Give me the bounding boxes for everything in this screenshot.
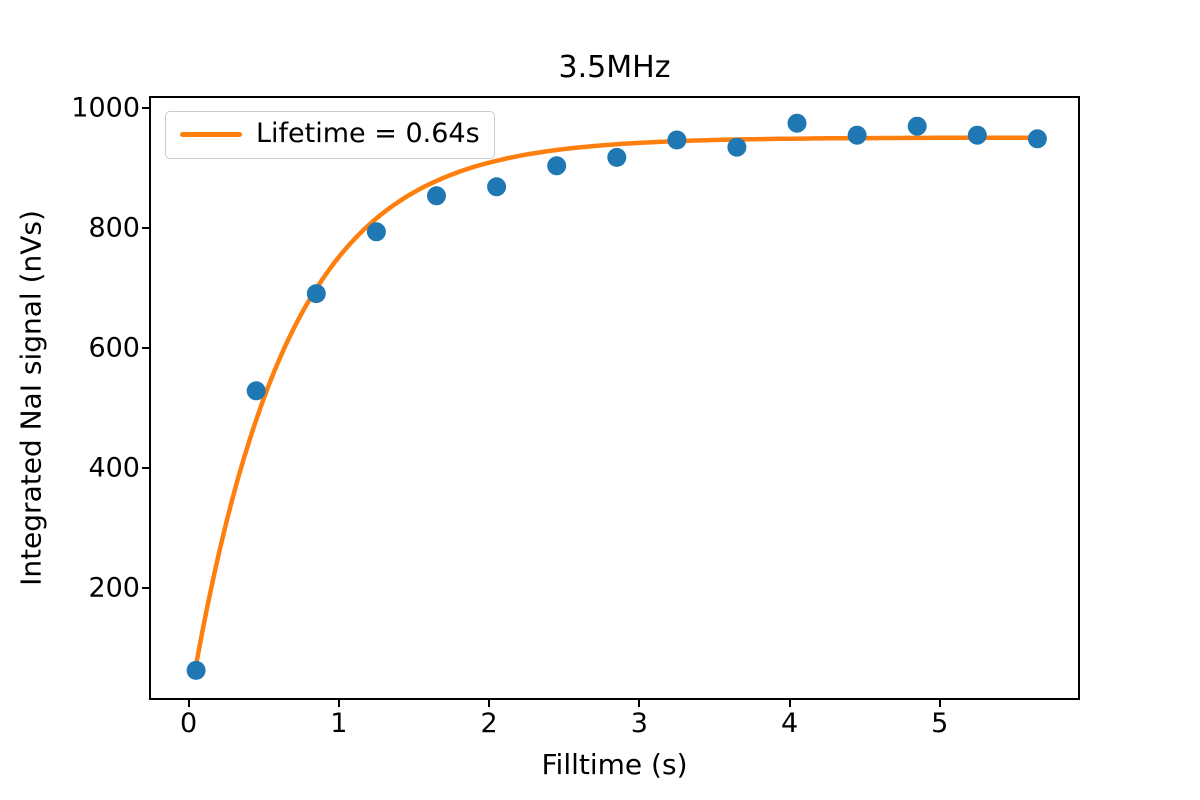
data-point <box>366 222 386 242</box>
x-tick-label: 0 <box>179 708 198 739</box>
data-point <box>547 156 567 176</box>
legend: Lifetime = 0.64s <box>165 111 495 160</box>
data-point <box>607 147 627 167</box>
data-point <box>727 137 747 157</box>
plot-canvas <box>186 113 1047 680</box>
data-point <box>1027 129 1047 149</box>
data-point <box>246 381 266 401</box>
legend-fit-line-sample <box>180 131 242 137</box>
y-tick-label: 400 <box>88 452 140 484</box>
x-tick-mark <box>938 698 941 707</box>
data-point <box>186 660 206 680</box>
x-tick-mark <box>187 698 190 707</box>
x-tick-label: 4 <box>780 708 799 739</box>
data-point <box>787 113 807 133</box>
data-point <box>847 125 867 145</box>
x-tick-label: 2 <box>480 708 498 739</box>
data-point <box>427 186 446 206</box>
data-point <box>487 177 507 197</box>
x-tick-label: 3 <box>630 708 648 739</box>
y-tick-label: 800 <box>88 212 140 244</box>
data-point <box>907 116 927 136</box>
y-tick-mark <box>142 586 151 589</box>
y-tick-mark <box>142 346 151 349</box>
plot-area: Lifetime = 0.64s 0 1 2 3 4 5 200 400 600 800 1000 <box>71 94 1080 737</box>
y-axis-label: Integrated NaI signal (nVs) <box>14 210 48 586</box>
y-tick-mark <box>142 106 151 109</box>
x-tick-label: 1 <box>330 708 348 739</box>
x-axis-label: Filltime (s) <box>541 748 688 781</box>
y-tick-label: 600 <box>88 332 140 364</box>
fit-curve <box>193 135 1040 668</box>
x-tick-mark <box>337 698 340 707</box>
chart-title: 3.5MHz <box>558 50 671 85</box>
data-point <box>667 130 687 150</box>
data-point <box>967 125 987 145</box>
legend-label: Lifetime = 0.64s <box>256 118 480 149</box>
y-tick-mark <box>142 466 151 469</box>
x-tick-label: 5 <box>931 708 949 739</box>
x-tick-mark <box>638 698 641 707</box>
data-point <box>306 284 326 304</box>
y-tick-label: 200 <box>88 572 140 604</box>
y-tick-label: 1000 <box>71 92 140 124</box>
y-tick-mark <box>142 226 151 229</box>
x-tick-mark <box>788 698 791 707</box>
x-tick-mark <box>488 698 491 707</box>
